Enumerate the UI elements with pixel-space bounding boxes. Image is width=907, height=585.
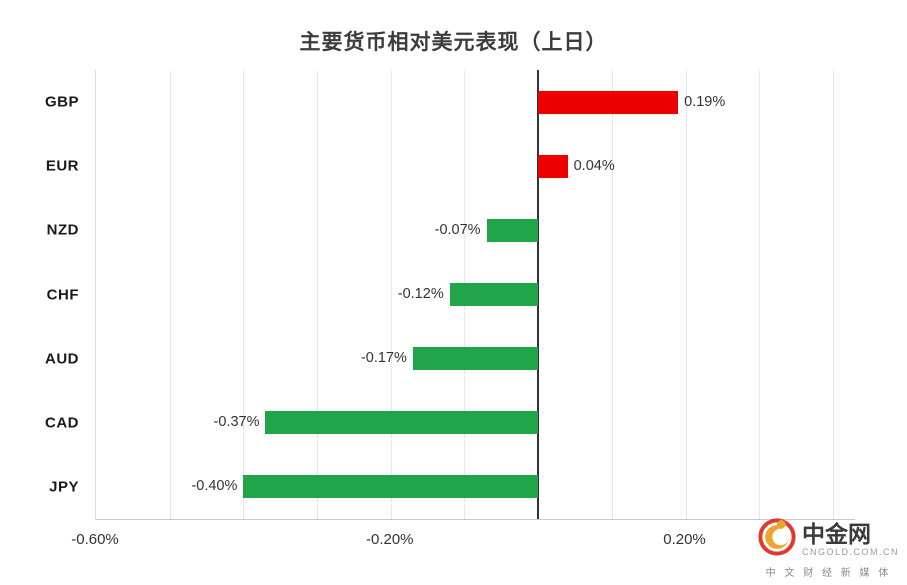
bar-value-label-cad: -0.37% (213, 414, 260, 431)
bar-gbp (538, 90, 679, 114)
gridline (759, 70, 761, 519)
gridline (390, 70, 392, 519)
y-axis-label-gbp: GBP (44, 93, 79, 111)
gridline (685, 70, 687, 519)
x-axis-tick-label: -0.20% (365, 531, 414, 548)
bar-value-label-nzd: -0.07% (434, 221, 481, 238)
bar-chf (449, 283, 539, 306)
y-axis-label-eur: EUR (45, 157, 79, 175)
cngold-logo-icon (758, 518, 796, 561)
y-axis-label-nzd: NZD (46, 221, 79, 239)
logo-top-row: 中金网 CNGOLD.COM.CN (758, 518, 899, 561)
plot-area: 0.19% 0.04% -0.07% -0.12% -0.17% -0.37% -0.40% (95, 70, 855, 520)
gridline (243, 70, 245, 519)
bar-nzd (486, 218, 539, 242)
gridline (832, 70, 834, 519)
logo-name: 中金网 (801, 520, 871, 547)
x-axis-tick-label: -0.60% (71, 531, 119, 548)
bar-jpy (243, 475, 539, 499)
bar-eur (538, 154, 568, 178)
y-axis-label-cad: CAD (45, 414, 79, 432)
x-axis-tick-label: 0.20% (663, 531, 706, 548)
logo-tagline: 中 文 财 经 新 媒 体 (765, 568, 892, 579)
gridline (611, 70, 613, 519)
y-axis-labels: GBP EUR NZD CHF AUD CAD JPY (0, 70, 95, 520)
bar-value-label-gbp: 0.19% (684, 93, 726, 110)
chart-title: 主要货币相对美元表现（上日） (299, 31, 608, 54)
bar-value-label-aud: -0.17% (360, 350, 407, 367)
bar-value-label-chf: -0.12% (397, 286, 444, 302)
gridline (169, 70, 171, 519)
zero-axis-line (537, 70, 540, 519)
bar-value-label-jpy: -0.40% (191, 478, 238, 495)
bar-aud (412, 347, 539, 371)
bar-value-label-eur: 0.04% (573, 157, 615, 174)
logo-text-column: 中金网 CNGOLD.COM.CN (802, 522, 899, 557)
cngold-logo: 中金网 CNGOLD.COM.CN 中 文 财 经 新 媒 体 (758, 518, 899, 579)
x-axis-labels: -0.60% -0.20% 0.20% (71, 531, 855, 555)
logo-domain: CNGOLD.COM.CN (801, 547, 899, 558)
y-axis-label-aud: AUD (45, 350, 79, 368)
y-axis-label-chf: CHF (46, 286, 79, 303)
y-axis-label-jpy: JPY (49, 478, 79, 496)
bar-cad (265, 411, 539, 435)
gridline (317, 70, 319, 519)
